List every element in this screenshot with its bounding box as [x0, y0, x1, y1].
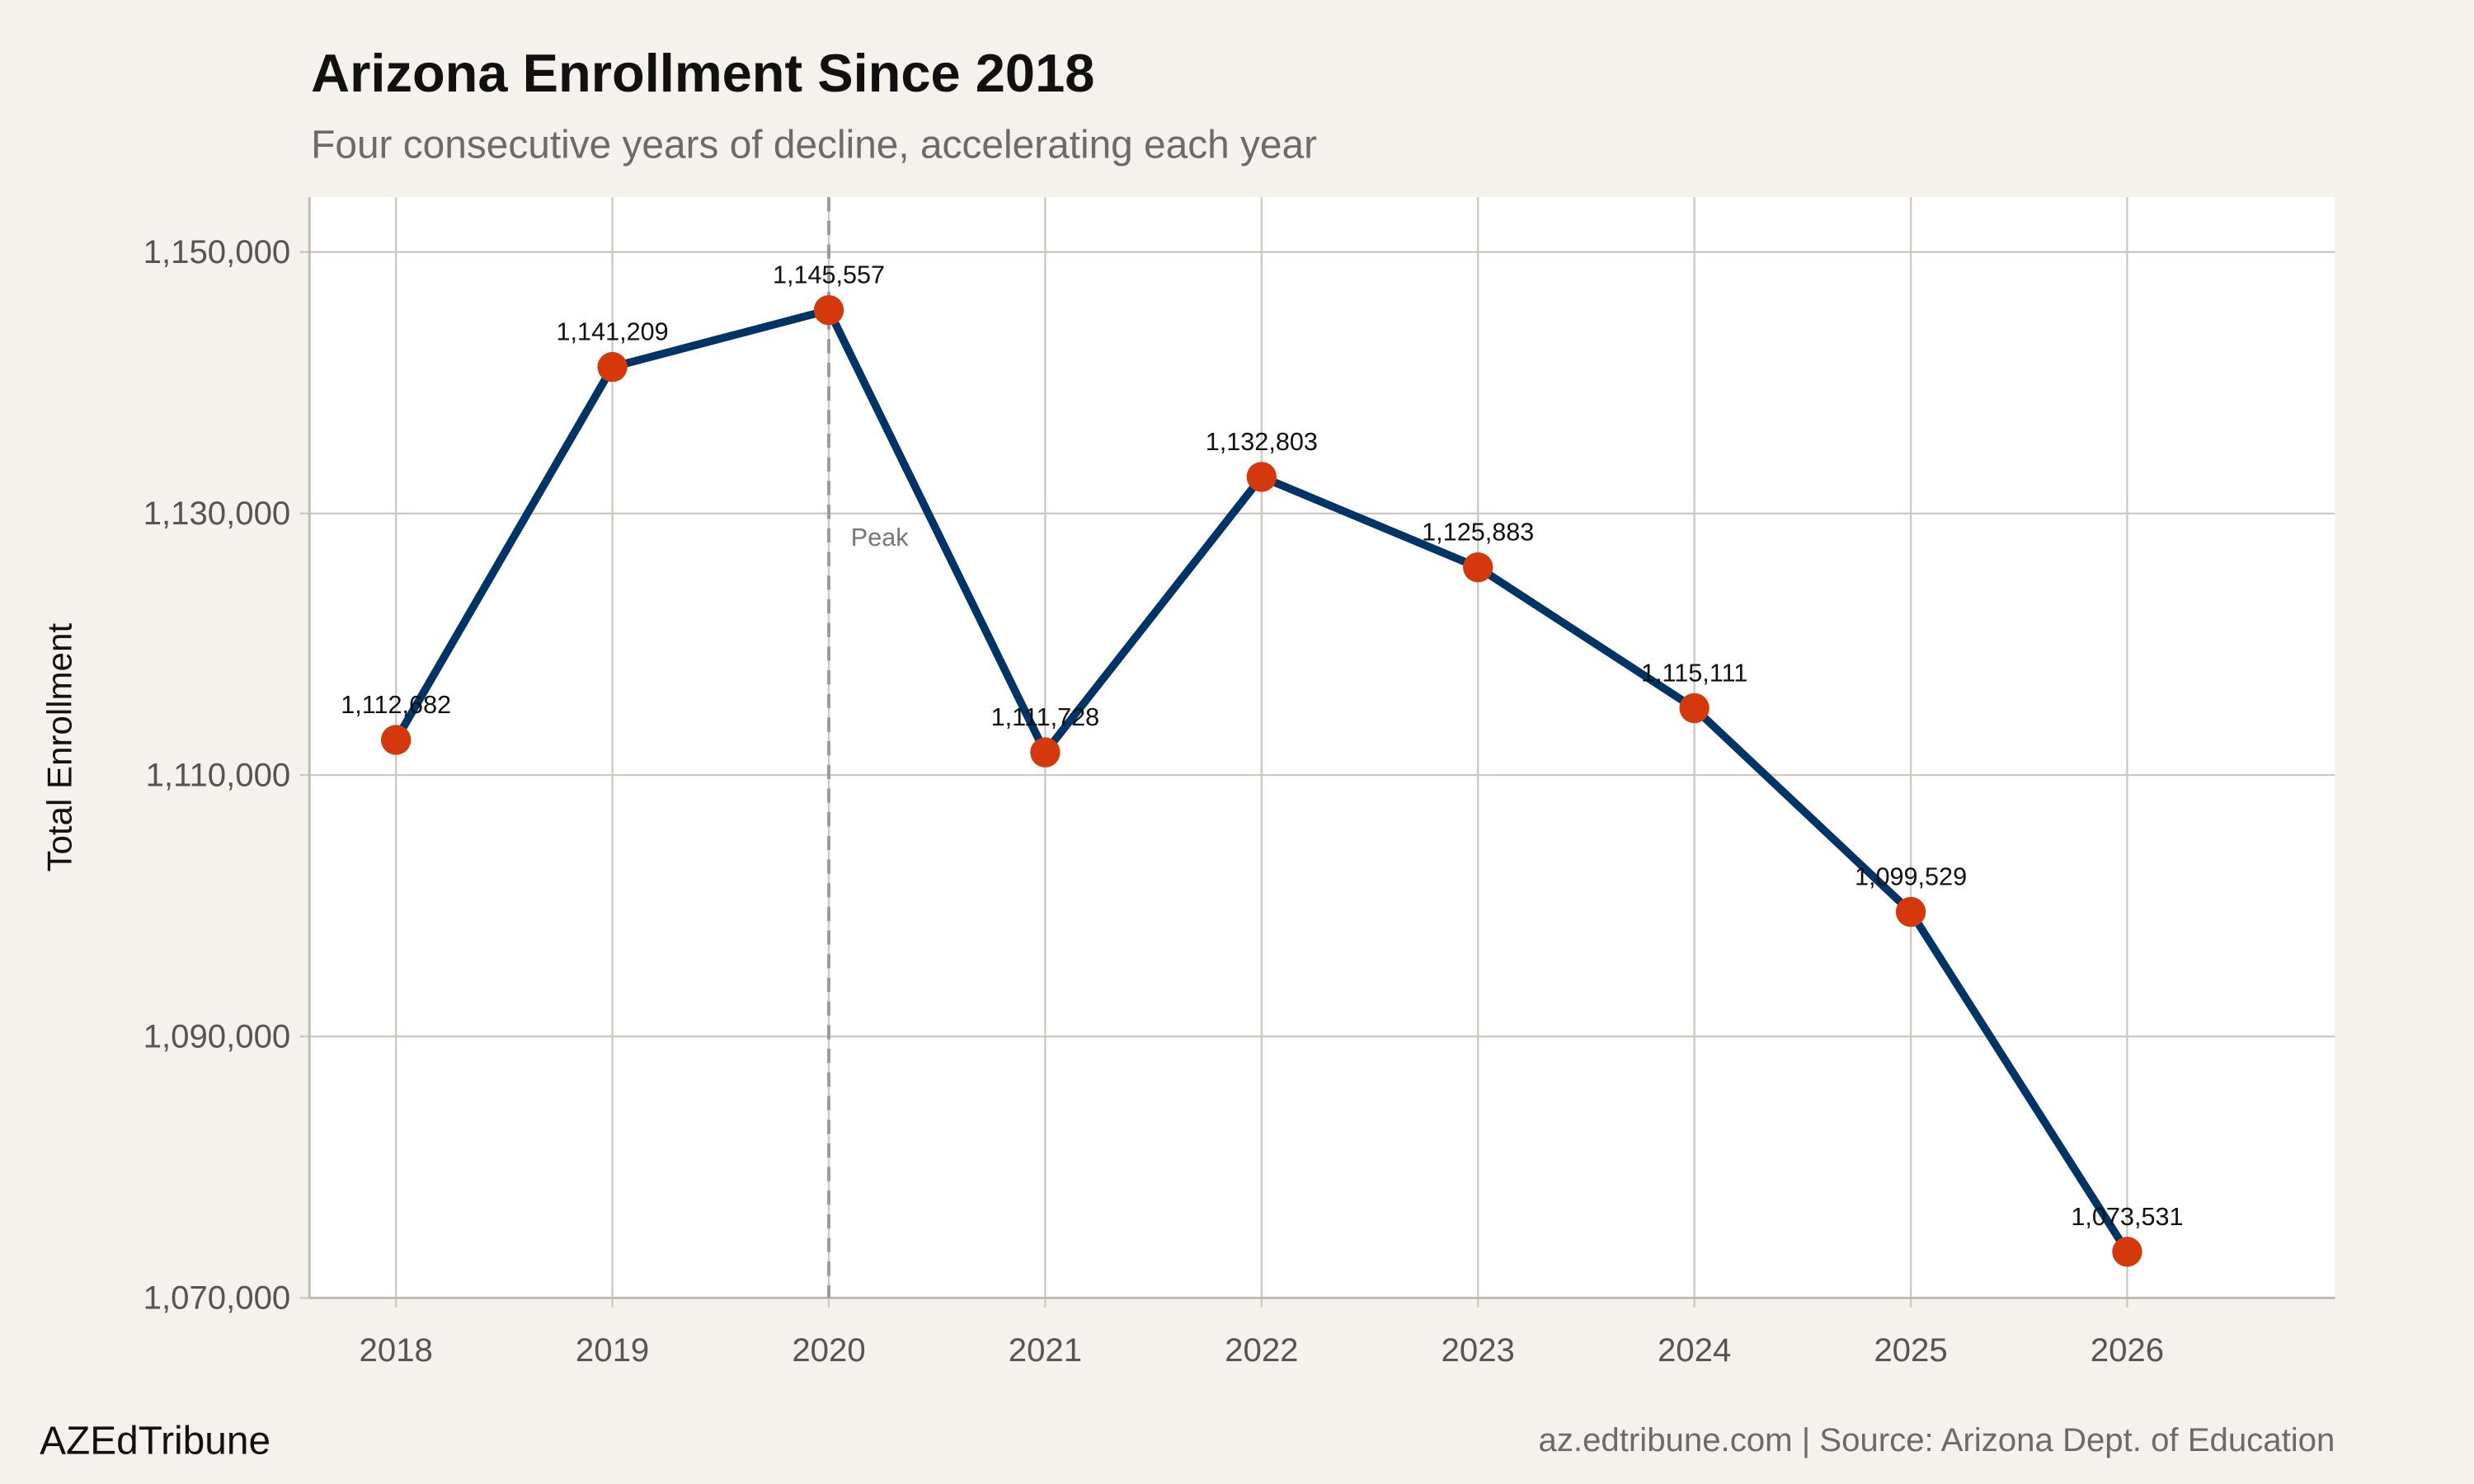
x-tick-label: 2020 [792, 1331, 865, 1369]
peak-label: Peak [851, 524, 909, 552]
data-point [813, 294, 844, 326]
source-note: az.edtribune.com | Source: Arizona Dept.… [1539, 1421, 2335, 1458]
x-tick-label: 2024 [1658, 1331, 1731, 1369]
data-label: 1,125,883 [1422, 519, 1534, 547]
y-tick-label: 1,070,000 [143, 1280, 291, 1317]
data-labels: 1,112,682 1,141,209 1,145,557 1,111,728 1,13… [341, 261, 2183, 1231]
data-point [381, 725, 412, 755]
y-tick-label: 1,110,000 [146, 756, 291, 793]
plot-panel [309, 197, 2335, 1298]
data-point [1030, 737, 1061, 768]
data-label: 1,111,728 [991, 703, 1100, 731]
data-point [1246, 462, 1277, 492]
x-tick-label: 2022 [1225, 1331, 1298, 1369]
chart-subtitle: Four consecutive years of decline, accel… [311, 123, 1317, 167]
x-tick-label: 2018 [360, 1331, 433, 1369]
data-label: 1,141,209 [557, 318, 669, 346]
gridlines [309, 197, 2335, 1299]
chart-title: Arizona Enrollment Since 2018 [311, 43, 1094, 103]
x-tick-label: 2019 [576, 1331, 649, 1369]
y-tick-label: 1,090,000 [143, 1018, 291, 1055]
y-tick-label: 1,150,000 [143, 233, 291, 270]
data-label: 1,145,557 [773, 261, 885, 289]
x-tick-label: 2025 [1874, 1331, 1947, 1369]
data-point [1895, 896, 1926, 928]
series [381, 294, 2142, 1267]
data-point [1679, 693, 1710, 724]
data-label: 1,115,111 [1641, 659, 1747, 687]
x-tick-label: 2026 [2091, 1331, 2164, 1369]
data-point [597, 351, 628, 383]
data-label: 1,112,682 [341, 691, 451, 719]
axes: 1,070,000 1,090,000 1,110,000 1,130,000 1,15… [143, 197, 2335, 1369]
data-label: 1,132,803 [1206, 428, 1318, 456]
x-tick-label: 2023 [1442, 1331, 1515, 1369]
brand-logo-text: AZEdTribune [40, 1420, 270, 1463]
data-label: 1,099,529 [1855, 863, 1967, 891]
data-point [2112, 1237, 2142, 1267]
x-tick-label: 2021 [1009, 1331, 1082, 1369]
y-axis-label: Total Enrollment [40, 623, 78, 872]
data-point [1463, 552, 1493, 583]
y-tick-label: 1,130,000 [143, 495, 291, 532]
data-label: 1,073,531 [2071, 1203, 2183, 1231]
peak-annotation: Peak [827, 197, 909, 1298]
